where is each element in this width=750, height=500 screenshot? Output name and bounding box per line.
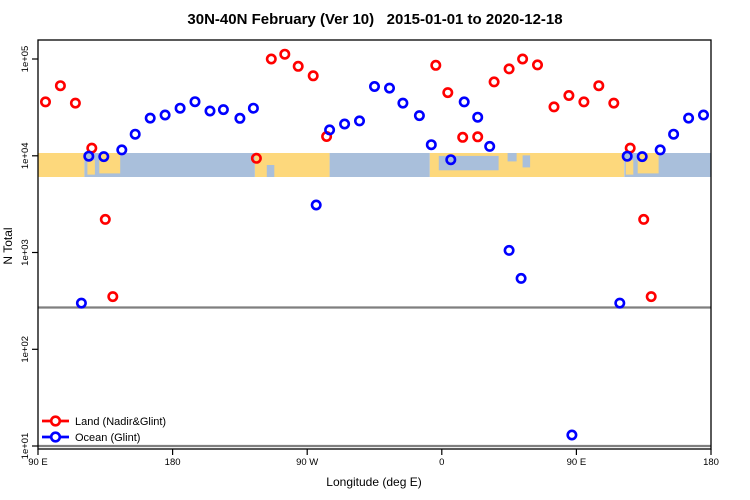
data-point-ocean [116, 144, 128, 156]
data-point-land [54, 80, 66, 92]
data-point-ocean [129, 128, 141, 140]
data-point-land [472, 131, 484, 143]
data-point-ocean [174, 102, 186, 114]
data-point-ocean [247, 102, 259, 114]
legend-land-marker-icon [49, 415, 62, 427]
land-segment [38, 153, 85, 177]
y-axis-label: N Total [1, 227, 15, 264]
data-point-ocean [234, 112, 246, 124]
data-point-ocean [75, 297, 87, 309]
data-point-ocean [503, 244, 515, 256]
data-point-ocean [566, 429, 578, 441]
legend-land-label: Land (Nadir&Glint) [75, 416, 166, 428]
reference-lines [38, 306, 711, 448]
ocean-segment [522, 155, 531, 168]
data-point-land [265, 53, 277, 65]
data-point-ocean [98, 151, 110, 163]
data-point-ocean [217, 104, 229, 116]
x-tick-label: 90 W [296, 457, 318, 468]
ocean-segment [507, 153, 517, 162]
data-point-ocean [383, 82, 395, 94]
data-point-ocean [310, 199, 322, 211]
data-point-ocean [189, 96, 201, 108]
chart-title: 30N-40N February (Ver 10) 2015-01-01 to … [187, 11, 562, 28]
data-point-land [39, 96, 51, 108]
data-point-land [442, 87, 454, 99]
data-point-ocean [353, 115, 365, 127]
data-point-ocean [621, 150, 633, 162]
data-point-ocean [83, 150, 95, 162]
data-point-ocean [339, 118, 351, 130]
land-segment [87, 160, 95, 175]
data-point-ocean [614, 297, 626, 309]
data-point-land [430, 59, 442, 71]
data-point-ocean [515, 272, 527, 284]
data-point-ocean [425, 139, 437, 151]
y-tick-label: 1e+04 [20, 142, 31, 169]
data-point-ocean [484, 140, 496, 152]
data-point-ocean [683, 112, 695, 124]
data-point-ocean [636, 151, 648, 163]
y-axis-ticks: 1e+05 1e+04 1e+03 1e+02 1e+01 [20, 46, 38, 460]
data-point-land [548, 101, 560, 113]
data-point-ocean [144, 112, 156, 124]
data-point-land [503, 63, 515, 75]
land-segment [254, 153, 330, 177]
data-point-ocean [413, 110, 425, 122]
data-point-ocean [397, 97, 409, 109]
x-axis-label: Longitude (deg E) [326, 475, 421, 489]
data-point-ocean [668, 128, 680, 140]
ocean-segment [329, 153, 430, 177]
data-point-ocean [445, 154, 457, 166]
data-point-land [638, 213, 650, 225]
x-tick-label: 90 E [28, 457, 48, 468]
legend: Land (Nadir&Glint) Ocean (Glint) [42, 415, 166, 444]
y-tick-label: 1e+02 [20, 336, 31, 363]
y-tick-label: 1e+05 [20, 46, 31, 73]
data-point-land [517, 53, 529, 65]
data-point-ocean [324, 124, 336, 136]
data-point-land [279, 48, 291, 60]
ocean-segment [266, 165, 275, 177]
data-point-land [488, 76, 500, 88]
x-tick-label: 180 [703, 457, 719, 468]
legend-ocean-marker-icon [49, 431, 62, 443]
x-tick-label: 0 [439, 457, 444, 468]
legend-ocean-label: Ocean (Glint) [75, 432, 140, 444]
data-point-ocean [472, 111, 484, 123]
data-points [39, 48, 709, 441]
data-point-land [608, 97, 620, 109]
plot-border [37, 39, 712, 450]
data-point-ocean [368, 81, 380, 93]
data-point-ocean [458, 96, 470, 108]
land-segment [99, 153, 121, 174]
data-point-land [645, 291, 657, 303]
data-point-land [69, 97, 81, 109]
data-point-land [250, 152, 262, 164]
data-point-land [457, 131, 469, 143]
data-point-land [99, 213, 111, 225]
x-axis-ticks: 90 E 180 90 W 0 90 E 180 [28, 449, 719, 468]
x-tick-label: 180 [165, 457, 181, 468]
data-point-land [531, 59, 543, 71]
data-point-ocean [204, 105, 216, 117]
data-point-ocean [654, 144, 666, 156]
data-point-ocean [159, 109, 171, 121]
data-point-land [292, 60, 304, 72]
y-tick-label: 1e+01 [20, 433, 31, 460]
data-point-land [593, 80, 605, 92]
y-tick-label: 1e+03 [20, 239, 31, 266]
world-map-band [38, 153, 711, 177]
data-point-land [578, 96, 590, 108]
data-point-ocean [697, 109, 709, 121]
data-point-land [563, 90, 575, 102]
land-segment [625, 160, 634, 175]
data-point-land [107, 291, 119, 303]
data-point-land [307, 70, 319, 82]
land-segment [637, 153, 659, 174]
x-tick-label: 90 E [567, 457, 587, 468]
